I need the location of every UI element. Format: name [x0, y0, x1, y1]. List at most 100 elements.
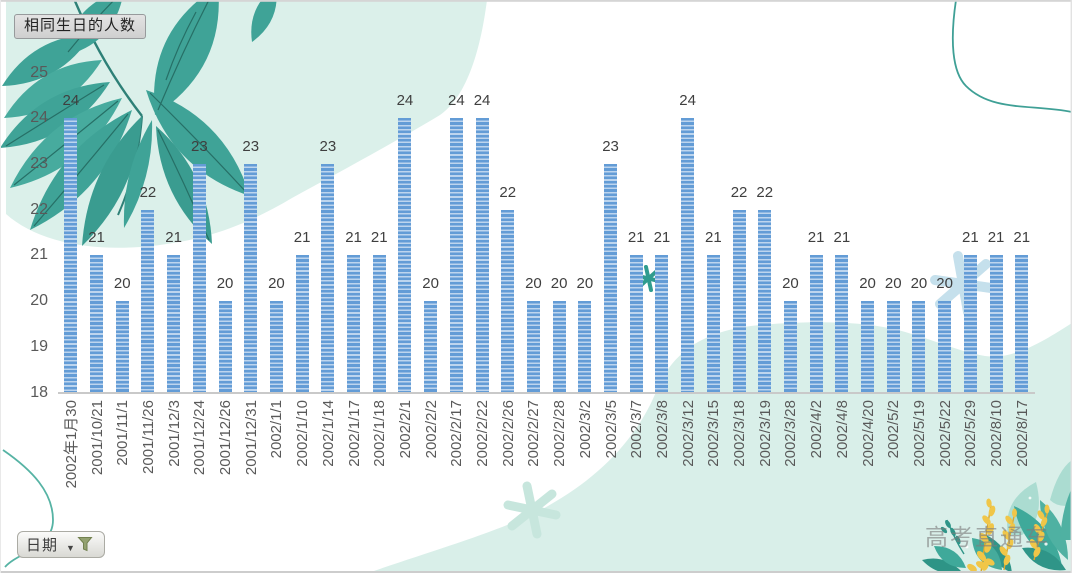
x-axis-category-label: 2001/12/26 [217, 400, 235, 476]
x-axis-category-label: 2001/10/21 [88, 400, 106, 476]
bar[interactable] [604, 164, 618, 393]
bar[interactable] [758, 209, 772, 393]
bar[interactable] [963, 255, 977, 393]
bar[interactable] [938, 301, 952, 393]
bar-data-label: 24 [396, 92, 414, 110]
y-axis-tick-label: 18 [30, 383, 48, 401]
bar[interactable] [372, 255, 386, 393]
bar[interactable] [192, 164, 206, 393]
x-axis-category-label: 2002/2/26 [499, 400, 517, 467]
filter-funnel-icon [77, 536, 93, 551]
bar-data-label: 20 [113, 275, 131, 293]
x-axis-category-label: 2002/3/2 [576, 400, 594, 459]
bar-data-label: 21 [705, 229, 722, 247]
bar[interactable] [1015, 255, 1029, 393]
x-axis-category-label: 2002/2/22 [474, 400, 492, 467]
chart-title-field-button[interactable]: 相同生日的人数 [14, 14, 147, 39]
bar-data-label: 23 [602, 138, 619, 155]
bar-data-label: 21 [370, 229, 388, 247]
x-axis-category-label: 2001/12/24 [191, 400, 209, 476]
x-axis-category-label: 2001/12/3 [165, 400, 183, 467]
x-axis-category-label: 2002/3/5 [602, 400, 620, 459]
bar[interactable] [424, 301, 438, 393]
x-axis-category-label: 2002/5/2 [885, 400, 903, 459]
x-axis-category-label: 2002/4/20 [859, 400, 877, 467]
bar[interactable] [578, 301, 592, 393]
bar[interactable] [141, 209, 155, 393]
y-axis-tick-label: 21 [30, 246, 48, 264]
y-axis-tick-label: 24 [30, 109, 48, 127]
x-axis-category-label: 2002/8/10 [988, 400, 1006, 467]
bar[interactable] [244, 164, 258, 393]
x-axis-category-label: 2002年1月30 [62, 400, 80, 489]
bar-data-label: 21 [653, 229, 671, 247]
date-field-label: 日期 [26, 537, 59, 554]
bar[interactable] [629, 255, 643, 393]
x-axis-category-label: 2002/2/2 [422, 400, 440, 459]
bar[interactable] [655, 255, 669, 393]
bar[interactable] [167, 255, 181, 393]
x-axis-category-label: 2002/3/18 [731, 400, 749, 467]
bar[interactable] [732, 209, 746, 393]
x-axis-category-label: 2002/4/8 [833, 400, 851, 459]
watermark-text: 高考直通车 [925, 524, 1050, 550]
x-axis-category-label: 2002/2/27 [525, 400, 543, 467]
bar[interactable] [835, 255, 849, 393]
bar-data-label: 20 [576, 275, 594, 293]
bar-data-label: 21 [627, 229, 645, 247]
bar[interactable] [321, 164, 335, 393]
x-axis-category-label: 2002/1/1 [268, 400, 286, 459]
bar[interactable] [681, 118, 695, 393]
bar[interactable] [886, 301, 900, 393]
y-axis-tick-label: 20 [30, 292, 48, 310]
bar-data-label: 20 [268, 275, 285, 293]
bar[interactable] [115, 301, 129, 393]
x-axis-category-label: 2002/4/2 [808, 400, 826, 459]
date-field-filter-button[interactable]: 日期 ▼ [17, 531, 105, 558]
bar-data-label: 21 [807, 229, 825, 247]
x-axis-category-label: 2002/2/17 [448, 400, 466, 467]
bar-data-label: 24 [473, 92, 491, 110]
bar-data-label: 20 [884, 275, 902, 293]
bar-data-label: 20 [859, 275, 876, 293]
bar[interactable] [218, 301, 232, 393]
bar[interactable] [706, 255, 720, 393]
bar[interactable] [501, 209, 515, 393]
bar[interactable] [552, 301, 566, 393]
bar[interactable] [989, 255, 1003, 393]
bar-data-label: 21 [293, 229, 311, 247]
wheat-grains [967, 498, 1050, 573]
bar-data-label: 20 [525, 275, 542, 293]
bar-data-label: 20 [782, 275, 799, 293]
bar-data-label: 21 [88, 229, 105, 247]
x-axis-category-label: 2002/3/19 [756, 400, 774, 467]
bar[interactable] [783, 301, 797, 393]
bar-data-label: 20 [216, 275, 234, 293]
bar[interactable] [475, 118, 489, 393]
x-axis-category-label: 2001/12/31 [242, 400, 260, 476]
x-axis-category-label: 2001/11/26 [139, 400, 157, 474]
bar-data-label: 22 [499, 183, 517, 201]
bar-data-label: 24 [679, 92, 696, 110]
bar[interactable] [64, 118, 78, 393]
x-axis-category-label: 2002/5/19 [910, 400, 928, 467]
x-axis-category-label: 2002/2/28 [551, 400, 569, 467]
bar-data-label: 21 [962, 229, 979, 247]
bar[interactable] [269, 301, 283, 393]
bar[interactable] [526, 301, 540, 393]
x-axis-line [58, 391, 1035, 394]
bar[interactable] [809, 255, 823, 393]
bar[interactable] [347, 255, 361, 393]
bar[interactable] [861, 301, 875, 393]
bar[interactable] [398, 118, 412, 393]
bar[interactable] [912, 301, 926, 393]
bar[interactable] [90, 255, 104, 393]
bar[interactable] [295, 255, 309, 393]
bar-data-label: 21 [165, 229, 182, 247]
x-axis-category-label: 2002/3/8 [653, 400, 671, 459]
bar-data-label: 23 [319, 138, 337, 155]
x-axis-category-label: 2001/11/1 [114, 400, 132, 466]
bar[interactable] [449, 118, 463, 393]
corner-plants [922, 460, 1072, 573]
